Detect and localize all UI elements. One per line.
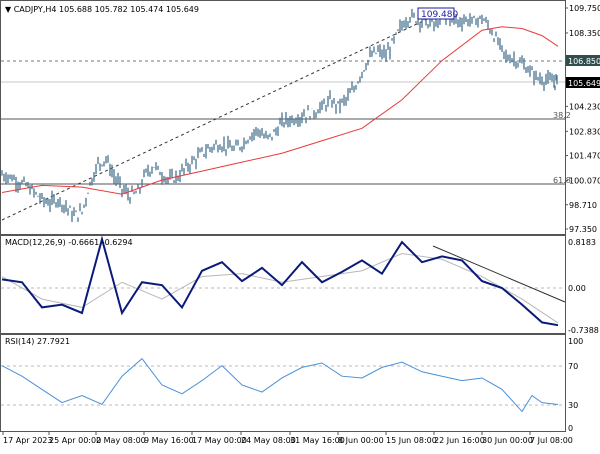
svg-text:30 Jun 00:00: 30 Jun 00:00 xyxy=(482,436,533,445)
svg-text:25 Apr 00:00: 25 Apr 00:00 xyxy=(49,436,101,445)
fib-61-label: 61.8 xyxy=(553,176,571,185)
rsi-line xyxy=(1,357,559,413)
svg-text:7 Jul 08:00: 7 Jul 08:00 xyxy=(530,436,573,445)
macd-signal-line xyxy=(1,253,559,324)
svg-text:8 Jun 00:00: 8 Jun 00:00 xyxy=(338,436,384,445)
svg-text:104.230: 104.230 xyxy=(569,102,600,111)
macd-label: MACD(12,26,9) -0.6661 -0.6294 xyxy=(5,238,133,247)
chart-title: ▼ CADJPY,H4 105.688 105.782 105.474 105.… xyxy=(5,5,199,14)
svg-text:17 May 00:00: 17 May 00:00 xyxy=(192,436,247,445)
macd-axis-min: -0.7388 xyxy=(568,326,599,335)
svg-text:97.350: 97.350 xyxy=(569,225,597,234)
rsi-axis-0: 0 xyxy=(568,424,573,433)
svg-text:109.480: 109.480 xyxy=(421,10,458,20)
svg-text:102.830: 102.830 xyxy=(569,127,600,136)
svg-text:24 May 08:00: 24 May 08:00 xyxy=(241,436,296,445)
macd-axis-zero: 0.00 xyxy=(568,284,586,293)
rsi-axis-30: 30 xyxy=(568,401,578,410)
macd-trendline[interactable] xyxy=(432,245,566,303)
svg-text:9 May 16:00: 9 May 16:00 xyxy=(144,436,194,445)
svg-text:22 Jun 16:00: 22 Jun 16:00 xyxy=(434,436,485,445)
rsi-axis-70: 70 xyxy=(568,362,578,371)
main-panel-frame xyxy=(0,0,566,235)
level-label: 106.850 xyxy=(566,55,600,66)
rsi-axis-100: 100 xyxy=(568,337,583,346)
macd-main-line xyxy=(1,235,559,327)
rsi-panel-frame xyxy=(0,334,566,432)
moving-average-line xyxy=(1,26,559,195)
svg-text:108.350: 108.350 xyxy=(569,29,600,38)
svg-text:98.710: 98.710 xyxy=(569,201,597,210)
price-axis[interactable]: 109.750 108.350 104.230 102.830 101.470 100.0… xyxy=(565,4,600,234)
svg-text:106.850: 106.850 xyxy=(568,57,600,66)
current-price-label: 105.649 xyxy=(566,77,600,88)
svg-text:100.070: 100.070 xyxy=(569,177,600,186)
svg-text:2 May 08:00: 2 May 08:00 xyxy=(96,436,146,445)
svg-text:101.470: 101.470 xyxy=(569,152,600,161)
high-label: 109.480 xyxy=(417,7,458,20)
svg-text:17 Apr 2023: 17 Apr 2023 xyxy=(3,436,52,445)
macd-axis-max: 0.8183 xyxy=(568,238,596,247)
svg-text:15 Jun 08:00: 15 Jun 08:00 xyxy=(386,436,437,445)
rising-trendline[interactable] xyxy=(1,13,439,221)
svg-text:31 May 16:00: 31 May 16:00 xyxy=(290,436,345,445)
svg-text:105.649: 105.649 xyxy=(568,79,600,88)
svg-text:109.750: 109.750 xyxy=(569,4,600,13)
price-bars xyxy=(1,8,558,223)
fib-38-label: 38.2 xyxy=(553,111,571,120)
rsi-label: RSI(14) 27.7921 xyxy=(5,337,70,346)
